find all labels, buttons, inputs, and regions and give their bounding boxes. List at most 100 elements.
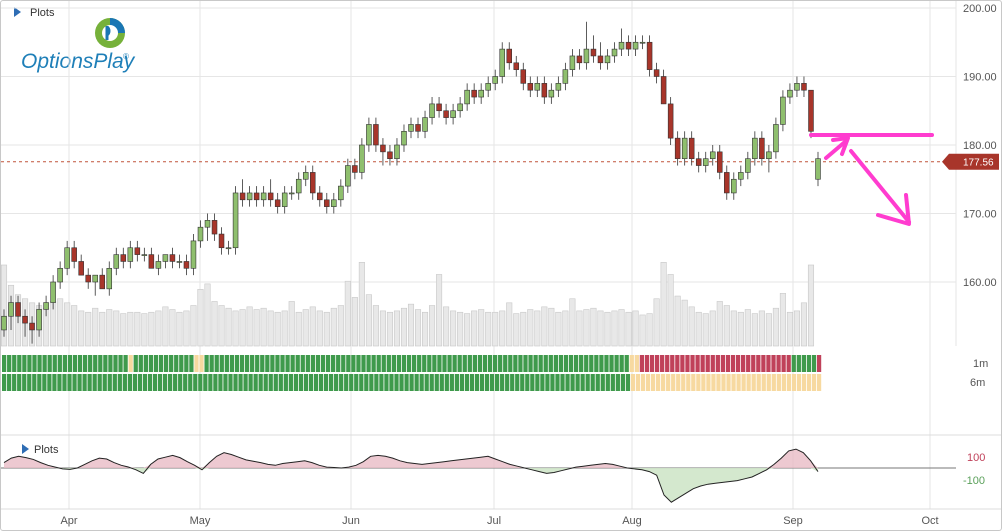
heatmap-cell (128, 355, 133, 372)
heatmap-cell (474, 374, 480, 391)
candle (99, 268, 105, 290)
play-triangle-icon (14, 7, 21, 17)
volume-bar (618, 309, 625, 347)
oscillator-line (3, 448, 819, 503)
heatmap-cell (630, 374, 636, 391)
candle (324, 192, 330, 214)
heatmap-cell (545, 374, 550, 391)
heatmap-cell (503, 355, 508, 372)
candle-body (660, 76, 667, 105)
volume-bar (772, 307, 779, 347)
oscillator-negative-area (4, 468, 818, 503)
candle (745, 151, 751, 180)
heatmap-cell (685, 355, 690, 372)
candle-body (64, 247, 70, 269)
candle (218, 227, 225, 255)
volume-bar (604, 311, 611, 347)
heatmap-cell (331, 355, 336, 372)
heatmap-cell (706, 374, 711, 391)
candle-body (534, 83, 541, 91)
volume-bar (737, 311, 744, 347)
candle (22, 309, 28, 337)
heatmap-cell (87, 374, 92, 391)
volume-bar (450, 310, 457, 347)
heatmap-cell (313, 374, 319, 391)
candle (590, 35, 597, 63)
candle (127, 240, 134, 269)
heatmap-cell (183, 374, 188, 391)
heatmap-cell (404, 374, 409, 391)
heatmap-cell (7, 374, 12, 391)
x-tick-label: Oct (921, 515, 938, 527)
candle (443, 103, 449, 125)
volume-bar (674, 295, 681, 347)
heatmap-cell (615, 374, 620, 391)
candle (57, 261, 63, 289)
heatmap-cell (568, 355, 574, 372)
bottom-panel-header[interactable]: Plots (22, 444, 59, 456)
candle-body (632, 41, 639, 50)
volume-bar (548, 307, 555, 347)
candle (8, 295, 14, 330)
heatmap-cell (701, 374, 706, 391)
date-axis: Apr May Jun Jul Aug Sep Oct (1, 508, 1001, 527)
top-panel-header[interactable]: Plots (14, 7, 55, 19)
candle-body (36, 309, 42, 331)
heatmap-cell (356, 355, 361, 372)
heatmap-cell (510, 374, 515, 391)
candle-body (450, 110, 456, 118)
heatmap-cell (336, 355, 341, 372)
heatmap-cell (280, 355, 285, 372)
candle-body (590, 48, 597, 57)
candle-body (148, 254, 155, 269)
heatmap-cell (705, 355, 710, 372)
candle (29, 316, 35, 344)
heatmap-cell (756, 355, 761, 372)
heatmap-cell (112, 374, 117, 391)
candle (794, 76, 800, 98)
volume-bar (478, 309, 485, 347)
heatmap-cell (376, 355, 381, 372)
x-tick-label: May (190, 515, 211, 527)
volume-bar (695, 311, 702, 347)
heatmap-cell (454, 374, 459, 391)
candle-body (134, 247, 141, 255)
heatmap-cell (72, 355, 78, 372)
candle (310, 165, 316, 200)
optionsplay-logo: OptionsPlay ® (21, 18, 136, 73)
candle-body (169, 254, 176, 262)
candle (162, 254, 169, 269)
heatmap-cell (665, 355, 670, 372)
candle (15, 295, 21, 324)
heatmap-cell (67, 355, 73, 372)
volume-bar (646, 313, 653, 347)
candle (731, 172, 737, 200)
heatmap-cell (565, 374, 570, 391)
candle (190, 234, 197, 276)
heatmap-cell (671, 374, 676, 391)
heatmap-cell (374, 374, 379, 391)
volume-bar (414, 309, 422, 347)
volume-bar (365, 294, 372, 347)
volume-bar (520, 311, 527, 347)
candle-body (541, 83, 548, 98)
heatmap-cell (513, 355, 518, 372)
candle-body (373, 124, 379, 146)
heatmap-cell (449, 374, 454, 391)
volume-bar (534, 310, 541, 347)
heatmap-cell (786, 374, 792, 391)
heatmap-cell (570, 374, 575, 391)
heatmap-cell (379, 374, 384, 391)
heatmap-cell (459, 374, 465, 391)
volume-bar (225, 307, 232, 347)
candle-body (22, 315, 28, 324)
candle-body (239, 192, 246, 201)
heatmap-cell (604, 355, 609, 372)
chart-grid (1, 1, 957, 509)
candle (415, 117, 421, 139)
candle (260, 186, 267, 207)
volume-bar (155, 310, 162, 347)
volume-bar (176, 311, 183, 347)
candle-body (78, 261, 84, 276)
heatmap-cell (530, 374, 535, 391)
